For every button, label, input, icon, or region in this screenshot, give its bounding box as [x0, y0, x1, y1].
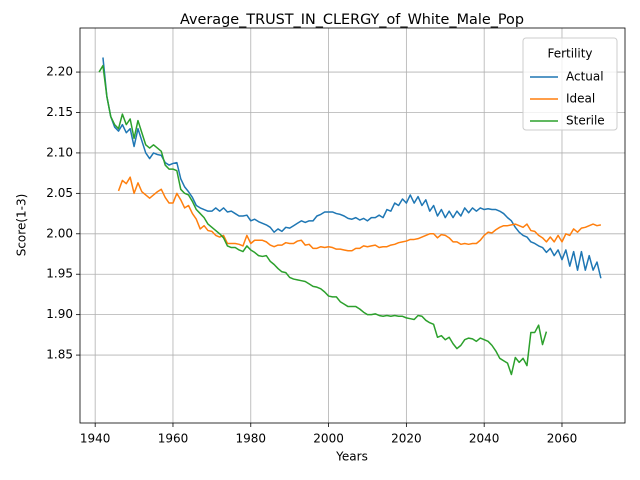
y-tick-label: 1.85: [46, 348, 73, 362]
x-axis-label: Years: [335, 450, 368, 464]
x-tick-label: 1960: [158, 432, 189, 446]
legend-box: [522, 37, 618, 131]
y-tick-label: 1.95: [46, 267, 73, 281]
x-tick-label: 2020: [391, 432, 422, 446]
y-tick-label: 1.90: [46, 307, 73, 321]
series-line: [117, 176, 602, 252]
legend-title: Fertility: [547, 47, 592, 61]
series-line: [98, 64, 548, 376]
x-tick-label: 1980: [236, 432, 267, 446]
y-tick-label: 2.00: [46, 226, 73, 240]
legend-label: Sterile: [566, 114, 605, 128]
legend-label: Ideal: [566, 92, 595, 106]
x-tick-label: 2040: [469, 432, 500, 446]
y-axis-label: Score(1-3): [15, 194, 29, 257]
chart-title: Average_TRUST_IN_CLERGY_of_White_Male_Po…: [180, 12, 524, 28]
plot-frame: [79, 27, 626, 424]
x-tick-label: 1940: [80, 432, 111, 446]
legend-label: Actual: [566, 70, 604, 84]
series-line: [102, 57, 602, 279]
y-tick-label: 2.05: [46, 186, 73, 200]
y-tick-label: 2.10: [46, 145, 73, 159]
x-tick-label: 2060: [547, 432, 578, 446]
x-tick-label: 2000: [313, 432, 344, 446]
y-tick-label: 2.15: [46, 105, 73, 119]
y-tick-label: 2.20: [46, 65, 73, 79]
